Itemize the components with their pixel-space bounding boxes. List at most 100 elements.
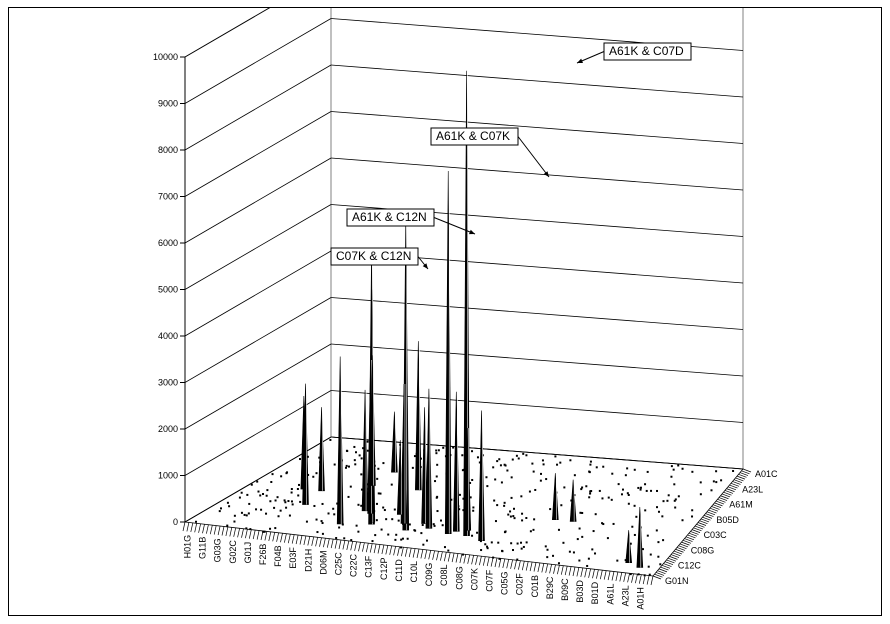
floor-dot [422,543,425,546]
floor-dot [601,522,604,525]
floor-dot [715,481,718,484]
floor-dot [437,449,440,452]
gridline-back-3 [330,297,744,330]
floor-dot [435,452,438,455]
floor-dot [276,496,279,499]
floor-dot [556,463,559,466]
x-tick-label-6: F04B [273,545,283,567]
floor-dot [512,515,515,518]
floor-dot [504,464,507,467]
x-tick-mark [365,543,369,553]
x-tick-mark [553,564,556,574]
floor-dot [532,470,535,473]
y-tick-mark [735,477,744,482]
gridline-left-8 [184,64,332,151]
floor-dot [589,490,592,493]
floor-dot [425,539,428,542]
floor-dot [616,559,619,562]
x-tick-mark [287,534,291,544]
x-tick-mark [455,553,459,563]
x-tick-label-30: A01H [635,587,645,610]
x-tick-mark [650,575,654,586]
floor-dot [581,486,584,489]
x-tick-mark [237,528,240,538]
floor-dot [312,475,315,478]
floor-dot [255,508,258,511]
floor-dot [353,459,356,462]
floor-dot [452,446,455,449]
floor-dot [629,542,632,545]
floor-dot [499,464,502,467]
floor-dot [611,472,614,475]
floor-dot [617,483,620,486]
x-tick-label-14: C11D [394,559,404,582]
floor-dot [329,438,332,441]
x-tick-mark [560,565,564,575]
y-tick-mark [654,573,663,578]
floor-dot [655,529,658,532]
floor-dot [531,462,534,465]
y-tick-mark [708,509,717,514]
x-tick-mark [436,551,439,561]
y-tick-label-2: A61M [729,500,753,510]
floor-dot [461,553,464,556]
x-tick-mark [373,543,377,554]
x-tick-label-10: C25C [334,552,344,576]
x-tick-mark [190,522,194,532]
annotation-arrowhead-0 [577,58,583,63]
floor-dot [379,492,382,495]
x-tick-mark [342,540,346,550]
floor-dot [490,541,493,544]
floor-dot [498,557,501,560]
floor-dot [338,526,341,529]
z-tick-label-4: 4000 [158,331,178,341]
peak-11 [425,388,433,529]
z-tick-label-1: 1000 [158,471,178,481]
peak-6 [361,389,369,512]
x-tick-mark [408,548,412,558]
x-tick-mark [623,572,627,582]
floor-dot [408,523,411,526]
x-tick-mark [303,535,307,546]
floor-dot [579,511,582,514]
y-tick-mark [723,491,732,496]
floor-dot [485,476,488,479]
floor-dot [667,494,670,497]
floor-dot [250,483,253,486]
floor-dot [434,480,437,483]
floor-dot [570,499,573,502]
y-tick-mark [682,540,692,544]
floor-dot [631,525,634,528]
peak-19 [625,530,633,564]
floor-dot [546,548,549,551]
floor-dot [546,556,549,559]
floor-dot [633,533,636,536]
floor-dot [269,527,272,530]
floor-dot [382,506,385,509]
floor-dot [274,527,277,530]
floor-dot [557,528,560,531]
floor-dot [307,473,310,476]
floor-dot [256,480,259,483]
gridline-left-10 [184,8,270,58]
floor-dot [672,468,675,471]
floor-dot [510,542,513,545]
gridline-left-5 [184,204,332,290]
z-tick-label-8: 8000 [158,145,178,155]
floor-dot [592,530,595,533]
floor-dot [274,499,277,502]
floor-dot [520,541,523,544]
floor-dot [589,463,592,466]
floor-dot [621,488,624,491]
y-tick-mark [685,536,695,541]
floor-dot [578,559,581,562]
y-tick-mark [711,506,720,510]
floor-dot [350,539,353,542]
peak-8 [391,411,398,473]
floor-dot [507,513,510,516]
y-tick-mark [667,557,677,562]
annotation-arrowhead-2 [469,229,475,235]
x-tick-label-17: C08L [439,564,449,586]
y-tick-mark [732,481,741,485]
floor-dot [400,546,403,549]
